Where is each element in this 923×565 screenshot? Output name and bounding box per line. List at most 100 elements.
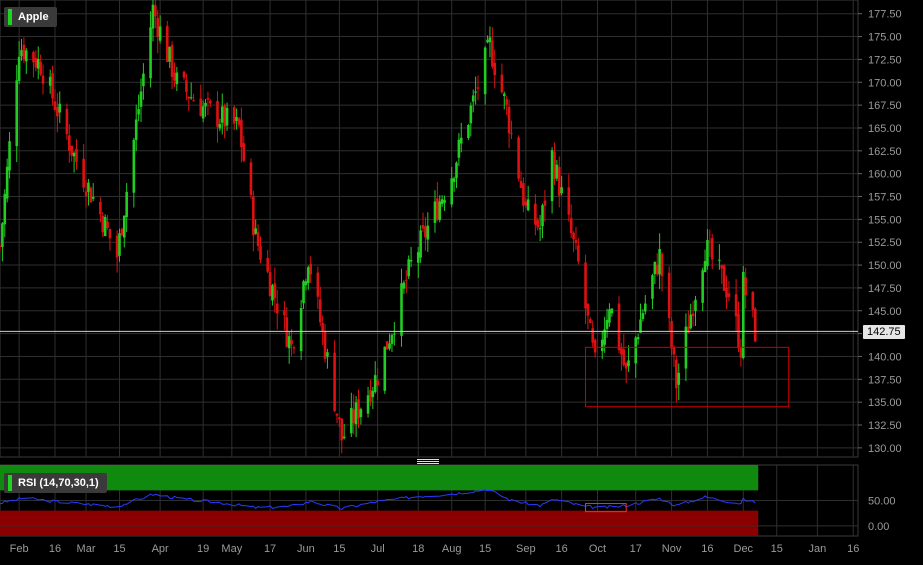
candle-down bbox=[739, 347, 743, 358]
candle-down bbox=[476, 87, 480, 89]
annotations bbox=[585, 346, 790, 513]
candle-down bbox=[660, 253, 664, 277]
candle-up bbox=[287, 336, 291, 349]
candle-down bbox=[553, 151, 556, 180]
candle-down bbox=[99, 201, 102, 215]
time-tick-label: 19 bbox=[197, 543, 209, 555]
time-tick-label: Mar bbox=[77, 543, 96, 555]
candle-up bbox=[443, 200, 446, 203]
candle-up bbox=[235, 117, 238, 122]
candle-up bbox=[400, 283, 403, 336]
candle-up bbox=[407, 259, 410, 277]
candle-down bbox=[670, 321, 673, 349]
symbol-color-marker bbox=[8, 9, 12, 25]
candle-up bbox=[103, 216, 107, 237]
candle-down bbox=[170, 45, 174, 77]
candle-down bbox=[0, 246, 2, 248]
candle-down bbox=[376, 380, 379, 386]
candle-up bbox=[438, 201, 442, 220]
price-tick-label: 152.50 bbox=[868, 237, 902, 249]
price-tick-label: 160.00 bbox=[868, 169, 902, 181]
candle-down bbox=[165, 26, 169, 62]
candle-down bbox=[242, 143, 246, 161]
time-tick-label: 15 bbox=[771, 543, 783, 555]
candle-up bbox=[459, 137, 463, 144]
time-tick-label: Aug bbox=[442, 543, 462, 555]
candle-down bbox=[622, 349, 626, 365]
candle-down bbox=[187, 97, 191, 99]
candle-up bbox=[58, 103, 62, 113]
candle-down bbox=[266, 258, 269, 272]
time-tick-label: May bbox=[221, 543, 242, 555]
candle-down bbox=[333, 352, 336, 412]
price-tick-label: 170.00 bbox=[868, 77, 902, 89]
candle-up bbox=[653, 261, 657, 275]
symbol-label[interactable]: Apple bbox=[4, 7, 57, 27]
candle-up bbox=[627, 360, 630, 367]
time-tick-label: Jun bbox=[297, 543, 315, 555]
candle-down bbox=[517, 137, 520, 179]
candle-down bbox=[557, 166, 561, 196]
candle-up bbox=[201, 106, 205, 119]
candle-down bbox=[51, 73, 54, 99]
candle-down bbox=[710, 238, 714, 260]
candle-down bbox=[192, 100, 195, 102]
candle-down bbox=[586, 303, 590, 316]
candle-down bbox=[268, 271, 272, 297]
time-tick-label: 16 bbox=[847, 543, 859, 555]
candle-down bbox=[519, 181, 523, 189]
main-grid bbox=[0, 0, 859, 536]
candle-up bbox=[1, 223, 4, 247]
support-box bbox=[585, 346, 790, 408]
candle-up bbox=[605, 319, 609, 329]
pane-resize-handle[interactable] bbox=[417, 458, 439, 466]
candle-down bbox=[240, 120, 243, 148]
time-tick-label: Nov bbox=[662, 543, 682, 555]
candle-up bbox=[433, 201, 437, 223]
candle-down bbox=[617, 303, 621, 351]
candle-down bbox=[572, 232, 575, 240]
candle-down bbox=[256, 232, 260, 247]
price-tick-label: 167.50 bbox=[868, 100, 902, 112]
candle-down bbox=[68, 135, 71, 151]
candle-up bbox=[354, 402, 358, 425]
candle-up bbox=[608, 309, 611, 323]
candle-down bbox=[173, 72, 176, 81]
candle-up bbox=[342, 436, 346, 439]
candle-down bbox=[106, 221, 109, 228]
rsi-label[interactable]: RSI (14,70,30,1) bbox=[4, 473, 107, 493]
candle-up bbox=[371, 390, 375, 398]
candle-up bbox=[560, 187, 563, 194]
candle-down bbox=[292, 347, 296, 349]
candle-up bbox=[636, 337, 640, 340]
candle-down bbox=[720, 264, 724, 269]
candle-up bbox=[426, 225, 430, 240]
candle-down bbox=[84, 191, 88, 196]
candle-up bbox=[706, 240, 709, 267]
candle-up bbox=[483, 47, 487, 95]
candle-down bbox=[744, 277, 747, 296]
time-tick-label: 16 bbox=[49, 543, 61, 555]
candle-down bbox=[309, 263, 312, 275]
candle-down bbox=[199, 98, 203, 117]
candle-down bbox=[655, 264, 659, 275]
candle-up bbox=[741, 271, 745, 359]
candle-down bbox=[335, 413, 339, 416]
price-tick-label: 155.00 bbox=[868, 214, 902, 226]
price-tick-label: 137.50 bbox=[868, 374, 902, 386]
candle-down bbox=[624, 363, 628, 369]
price-tick-label: 157.50 bbox=[868, 192, 902, 204]
rsi-label-text: RSI (14,70,30,1) bbox=[18, 477, 99, 489]
candle-down bbox=[340, 418, 344, 441]
candle-up bbox=[471, 95, 475, 102]
candle-down bbox=[70, 145, 73, 156]
candle-down bbox=[338, 417, 341, 420]
candle-up bbox=[488, 37, 492, 43]
candle-down bbox=[507, 106, 511, 134]
candle-down bbox=[691, 313, 695, 317]
candle-down bbox=[421, 225, 425, 229]
candle-up bbox=[467, 125, 470, 138]
candle-up bbox=[718, 259, 721, 261]
candle-up bbox=[450, 178, 454, 205]
